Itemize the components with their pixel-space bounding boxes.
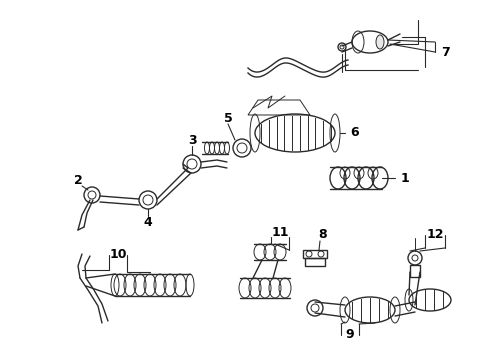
Text: 12: 12 bbox=[426, 229, 444, 242]
Bar bbox=[305, 258, 325, 266]
Bar bbox=[410, 265, 420, 277]
Text: 2: 2 bbox=[74, 174, 82, 186]
Text: 10: 10 bbox=[109, 248, 127, 261]
Text: 9: 9 bbox=[345, 328, 354, 342]
Text: 1: 1 bbox=[401, 171, 409, 184]
Text: 5: 5 bbox=[223, 112, 232, 125]
Bar bbox=[303, 250, 327, 258]
Text: 8: 8 bbox=[318, 229, 327, 242]
Ellipse shape bbox=[376, 35, 384, 49]
Text: 11: 11 bbox=[271, 225, 289, 238]
Text: 3: 3 bbox=[188, 134, 196, 147]
Text: 7: 7 bbox=[441, 45, 449, 58]
Text: 6: 6 bbox=[351, 126, 359, 139]
Text: 4: 4 bbox=[144, 216, 152, 229]
